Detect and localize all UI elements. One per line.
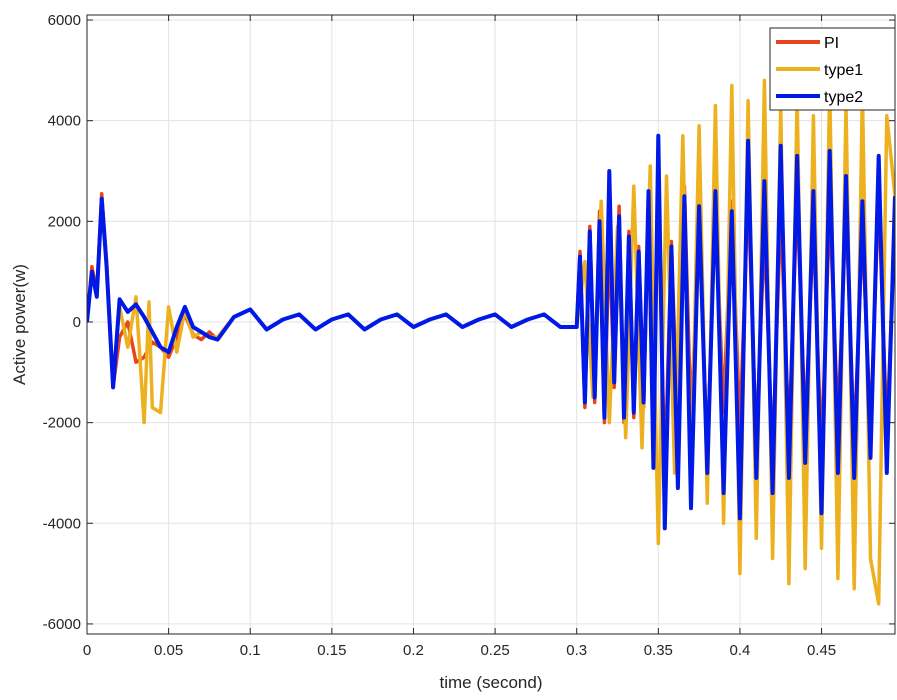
axes-box — [86, 14, 896, 635]
x-tick-label: 0.35 — [644, 642, 673, 659]
y-axis-label: Active power(w) — [10, 264, 29, 385]
x-axis-label: time (second) — [440, 673, 543, 692]
x-tick-label: 0.15 — [317, 642, 346, 659]
y-tick-label: 4000 — [48, 113, 81, 130]
x-tick-label: 0.25 — [480, 642, 509, 659]
y-tick-label: -2000 — [43, 415, 81, 432]
x-tick-label: 0.1 — [240, 642, 261, 659]
legend-label-type2: type2 — [824, 89, 863, 106]
x-tick-label: 0.4 — [729, 642, 750, 659]
x-tick-label: 0.3 — [566, 642, 587, 659]
y-tick-label: 0 — [73, 314, 81, 331]
series-line-type2 — [87, 133, 895, 531]
x-tick-label: 0.2 — [403, 642, 424, 659]
x-axis-ticks: 0 0.05 0.1 0.15 0.2 0.25 0.3 0.35 0.4 0.45 — [83, 15, 836, 659]
legend-label-pi: PI — [824, 35, 839, 52]
legend: PI type1 type2 — [769, 27, 896, 111]
y-tick-label: -4000 — [43, 515, 81, 532]
y-tick-label: 2000 — [48, 213, 81, 230]
legend-label-type1: type1 — [824, 62, 863, 79]
x-tick-label: 0.45 — [807, 642, 836, 659]
series-layer — [87, 78, 895, 606]
y-tick-label: -6000 — [43, 616, 81, 633]
x-tick-label: 0 — [83, 642, 91, 659]
y-axis-ticks: -6000 -4000 -2000 0 2000 4000 6000 — [43, 12, 895, 633]
x-tick-label: 0.05 — [154, 642, 183, 659]
y-tick-label: 6000 — [48, 12, 81, 29]
